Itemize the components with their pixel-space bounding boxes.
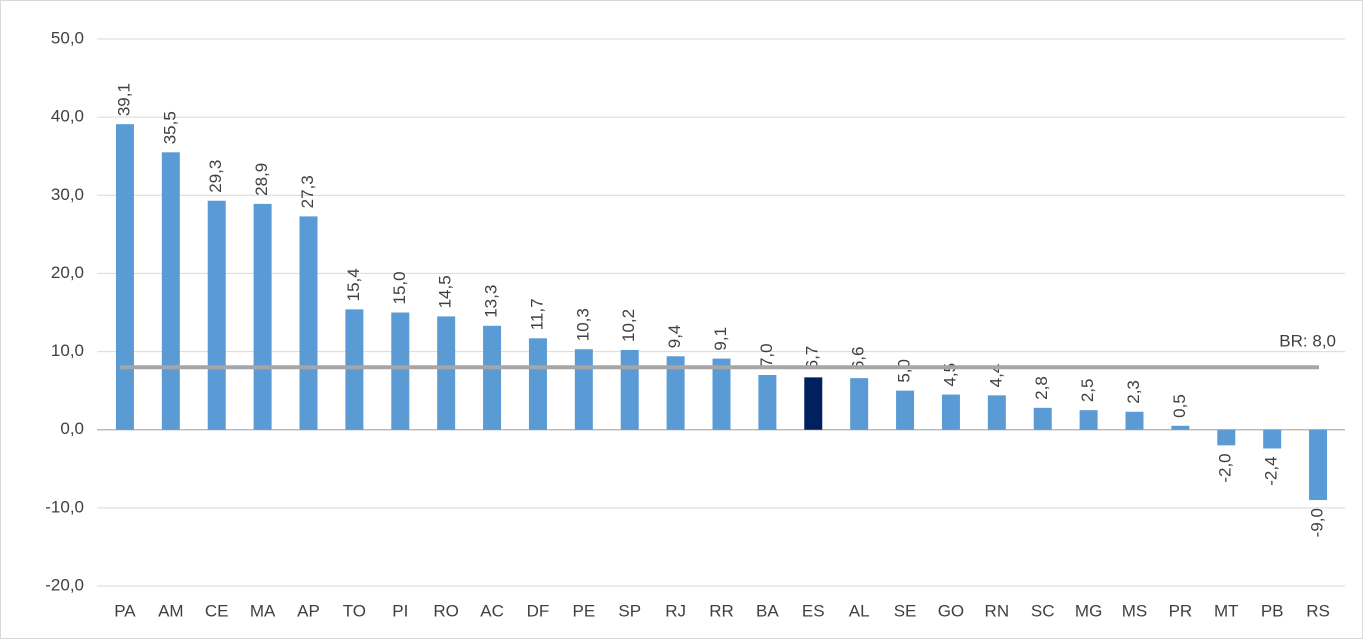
y-tick-label: 30,0 (51, 185, 84, 204)
y-tick-label: 10,0 (51, 341, 84, 360)
bar (115, 124, 134, 430)
x-tick-label: MG (1075, 601, 1102, 620)
y-tick-label: 50,0 (51, 28, 84, 47)
data-label: 10,2 (619, 309, 638, 342)
x-tick-label: PA (114, 601, 136, 620)
bar (1079, 410, 1098, 430)
bar (1217, 429, 1236, 446)
data-label: -2,0 (1216, 453, 1235, 482)
bar (987, 395, 1006, 430)
y-tick-label: 40,0 (51, 107, 84, 126)
x-tick-label: PB (1261, 601, 1284, 620)
bar (483, 325, 502, 430)
bar (850, 378, 869, 430)
x-tick-label: GO (938, 601, 964, 620)
data-label: 10,3 (573, 308, 592, 341)
x-tick-label: BA (756, 601, 779, 620)
data-label: 6,6 (849, 346, 868, 370)
data-label: 9,4 (665, 325, 684, 349)
bar (620, 350, 639, 430)
data-label: 15,0 (390, 271, 409, 304)
bar (299, 216, 318, 430)
bar (1171, 425, 1190, 430)
y-tick-label: -10,0 (45, 497, 84, 516)
x-tick-label: SE (894, 601, 917, 620)
bar (437, 316, 456, 430)
x-tick-label: PE (572, 601, 595, 620)
x-tick-label: RN (985, 601, 1010, 620)
data-label: 13,3 (482, 285, 501, 318)
y-tick-label: 20,0 (51, 263, 84, 282)
bar (345, 309, 364, 430)
bar (207, 200, 226, 430)
x-tick-label: AP (297, 601, 320, 620)
data-label: 11,7 (527, 298, 546, 330)
data-label: 14,5 (436, 275, 455, 308)
data-label: 9,1 (711, 327, 730, 351)
x-tick-label: SP (618, 601, 641, 620)
x-tick-label: RO (433, 601, 459, 620)
bar (758, 375, 777, 430)
bar (161, 152, 180, 430)
bar (896, 390, 915, 430)
data-label: 2,5 (1078, 379, 1097, 403)
x-tick-label: MA (250, 601, 276, 620)
data-label: 39,1 (114, 83, 133, 116)
data-label: 35,5 (160, 111, 179, 144)
bar (253, 203, 272, 430)
bar (1033, 407, 1052, 430)
x-tick-label: ES (802, 601, 825, 620)
data-label: 15,4 (344, 268, 363, 301)
data-label: 7,0 (757, 343, 776, 367)
bar (666, 356, 685, 430)
x-tick-label: RJ (665, 601, 686, 620)
bar (712, 358, 731, 430)
x-tick-label: TO (343, 601, 366, 620)
data-label: 29,3 (206, 160, 225, 193)
data-label: 28,9 (252, 163, 271, 196)
bar (528, 338, 547, 430)
y-tick-label: 0,0 (60, 419, 84, 438)
data-label: 2,8 (1032, 376, 1051, 400)
x-tick-label: SC (1031, 601, 1055, 620)
data-label: -9,0 (1308, 508, 1327, 537)
x-tick-label: PI (392, 601, 408, 620)
data-label: 0,5 (1170, 394, 1189, 418)
x-tick-label: AL (849, 601, 870, 620)
x-tick-label: MT (1214, 601, 1239, 620)
data-label: 4,4 (986, 364, 1005, 388)
y-tick-label: -20,0 (45, 575, 84, 594)
reference-label: BR: 8,0 (1279, 332, 1336, 351)
data-label: 6,7 (803, 346, 822, 370)
x-tick-label: RS (1306, 601, 1330, 620)
x-tick-label: MS (1122, 601, 1148, 620)
x-tick-label: DF (527, 601, 550, 620)
bar (1125, 411, 1144, 430)
bar (1263, 429, 1282, 449)
data-label: -2,4 (1262, 456, 1281, 485)
bar (1309, 429, 1328, 501)
x-tick-label: AM (158, 601, 184, 620)
data-label: 27,3 (298, 175, 317, 208)
bar (391, 312, 410, 430)
data-label: 5,0 (895, 359, 914, 383)
bar (574, 349, 593, 430)
bar (804, 377, 823, 430)
x-tick-label: PR (1169, 601, 1193, 620)
bar (941, 394, 960, 430)
x-tick-label: RR (709, 601, 734, 620)
data-label: 2,3 (1124, 380, 1143, 404)
x-tick-label: CE (205, 601, 229, 620)
x-tick-label: AC (480, 601, 504, 620)
